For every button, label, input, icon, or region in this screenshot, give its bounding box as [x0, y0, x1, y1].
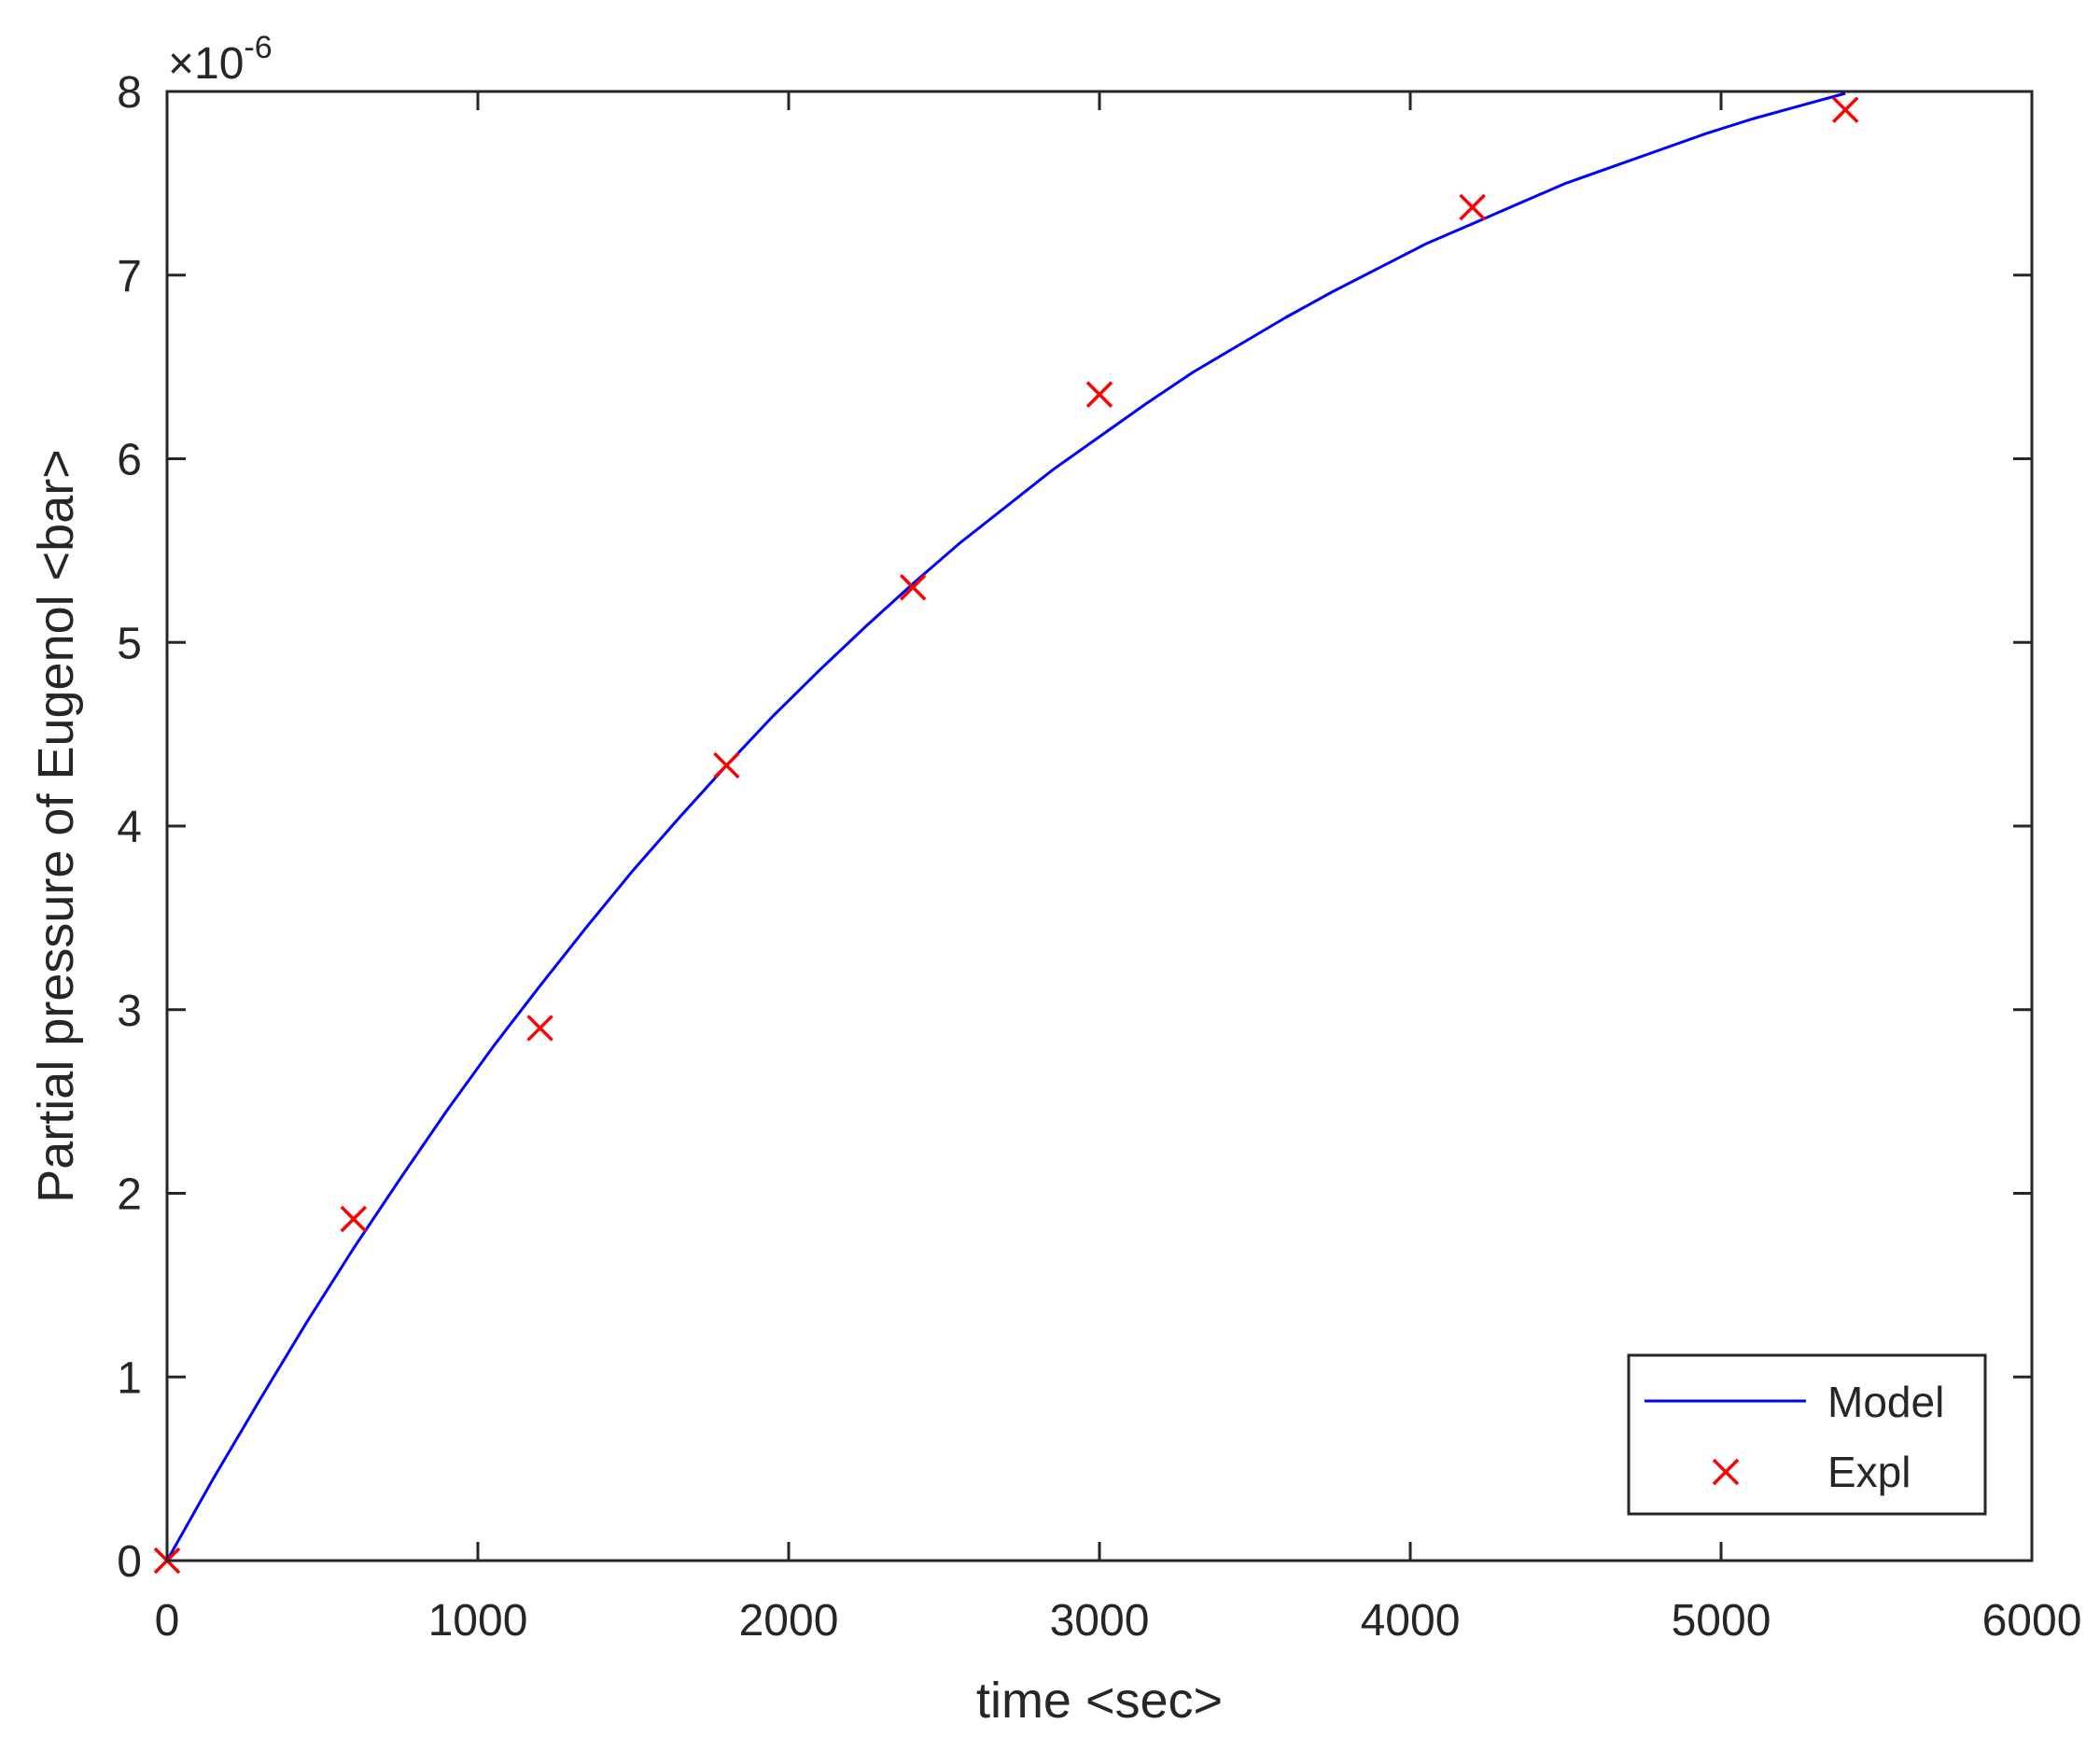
- y-tick-label: 4: [117, 803, 142, 852]
- expl-point-marker: [1831, 96, 1859, 123]
- expl-point-marker: [899, 573, 927, 601]
- x-tick-label: 5000: [1672, 1596, 1771, 1646]
- legend-box: [1627, 1353, 1987, 1516]
- x-tick-label: 6000: [1982, 1596, 2082, 1646]
- y-tick-label: 8: [117, 68, 142, 118]
- legend-model-label: Model: [1827, 1378, 1944, 1426]
- y-tick-label: 3: [117, 987, 142, 1036]
- x-tick-label: 0: [155, 1596, 180, 1646]
- y-tick-label: 2: [117, 1170, 142, 1220]
- expl-point-marker: [526, 1015, 553, 1042]
- x-tick-label: 1000: [428, 1596, 528, 1646]
- x-tick-label: 4000: [1361, 1596, 1461, 1646]
- y-exponent-label: ×10-6: [168, 30, 273, 89]
- y-exponent-power: -6: [244, 30, 272, 65]
- expl-point-marker: [340, 1205, 368, 1233]
- y-tick-label: 5: [117, 619, 142, 668]
- tick-labels: 0 1000 2000 3000 4000 5000 6000 0 1 2 3 4 5 6 7 8: [117, 68, 2081, 1646]
- y-tick-label: 0: [117, 1537, 142, 1587]
- expl-point-marker: [1085, 381, 1113, 408]
- legend-expl-marker: [1712, 1458, 1740, 1486]
- expl-point-marker: [713, 751, 740, 779]
- plot-frame: [165, 90, 2034, 1562]
- series-line-model: [165, 91, 1846, 1562]
- plot-background: [167, 91, 2032, 1561]
- y-exponent-base: ×10: [168, 39, 244, 89]
- y-tick-label: 6: [117, 436, 142, 485]
- y-tick-label: 7: [117, 252, 142, 301]
- y-axis-label: Partial pressure of Eugenol <bar>: [28, 449, 84, 1203]
- x-tick-label: 2000: [739, 1596, 839, 1646]
- legend-expl-label: Expl: [1827, 1448, 1911, 1496]
- expl-point-marker: [1459, 193, 1486, 221]
- x-tick-label: 3000: [1050, 1596, 1150, 1646]
- legend: Model Expl: [1627, 1353, 1987, 1516]
- x-axis-label: time <sec>: [976, 1673, 1223, 1729]
- y-tick-label: 1: [117, 1353, 142, 1403]
